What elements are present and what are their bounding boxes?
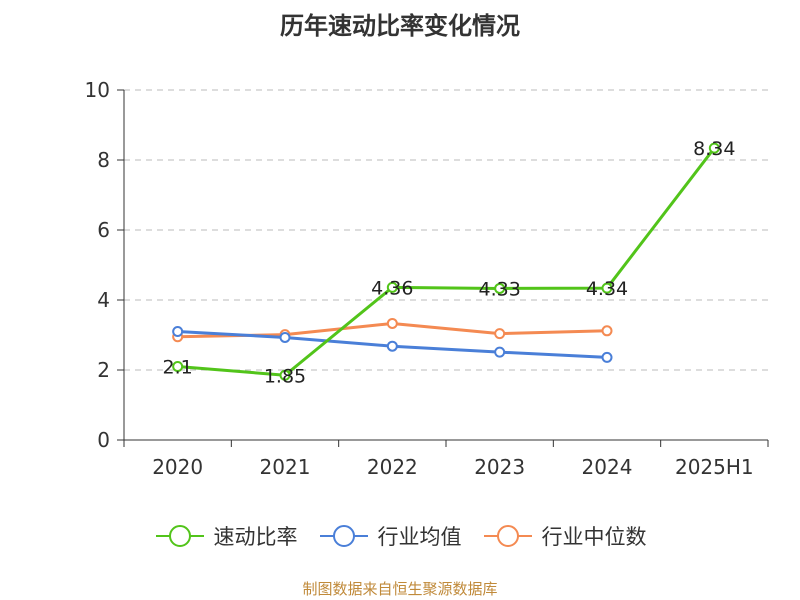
legend-label: 行业均值 — [377, 525, 462, 549]
data-label: 1.85 — [264, 365, 306, 387]
x-tick-label: 2025H1 — [675, 455, 754, 479]
data-point — [172, 326, 184, 337]
data-point — [386, 340, 398, 352]
data-label: 4.34 — [586, 278, 628, 300]
legend-line-icon — [483, 525, 532, 547]
data-label: 8.34 — [693, 138, 735, 160]
data-point — [601, 282, 613, 294]
chart-title: 历年速动比率变化情况 — [280, 12, 520, 40]
series-lines — [172, 142, 720, 381]
data-label: 4.36 — [371, 277, 413, 299]
legend-line-icon — [155, 525, 204, 547]
legend-line-icon — [319, 525, 368, 547]
legend-item-series-3[interactable]: 行业中位数 — [482, 521, 647, 551]
data-point — [708, 142, 720, 154]
axes: 0 2 4 6 8 10 2020 2021 2022 2023 2024 2025H1 — [85, 78, 769, 479]
legend-label: 速动比率 — [213, 525, 298, 549]
y-tick-label: 2 — [97, 358, 110, 382]
data-point — [494, 328, 506, 340]
y-tick-label: 6 — [97, 218, 110, 242]
legend: 速动比率 行业均值 行业中位数 — [0, 518, 800, 554]
data-point — [386, 281, 398, 293]
x-tick-label: 2021 — [260, 455, 311, 479]
data-point — [601, 351, 613, 363]
x-tick-label: 2020 — [152, 455, 203, 479]
source-note: 制图数据来自恒生聚源数据库 — [302, 580, 498, 598]
data-label: 2.1 — [163, 357, 193, 379]
y-tick-label: 10 — [85, 78, 110, 102]
data-point — [494, 346, 506, 358]
data-point — [279, 331, 291, 343]
data-point — [386, 317, 398, 329]
x-tick-label: 2022 — [367, 455, 418, 479]
gridlines — [124, 89, 768, 371]
series-line — [177, 147, 716, 377]
y-tick-label: 4 — [97, 288, 110, 312]
x-tick-label: 2024 — [582, 455, 633, 479]
y-tick-label: 8 — [97, 148, 110, 172]
y-tick-label: 0 — [97, 428, 110, 452]
data-label: 4.33 — [479, 278, 521, 300]
data-point — [279, 369, 291, 381]
data-point — [601, 325, 613, 337]
x-tick-label: 2023 — [474, 455, 525, 479]
data-point — [494, 282, 506, 294]
legend-label: 行业中位数 — [541, 525, 647, 549]
legend-item-series-2[interactable]: 行业均值 — [318, 521, 462, 551]
legend-item-series-1[interactable]: 速动比率 — [154, 521, 298, 551]
data-point — [172, 361, 184, 372]
data-labels: 2.1 1.85 4.36 4.33 4.34 8.34 — [163, 138, 736, 387]
